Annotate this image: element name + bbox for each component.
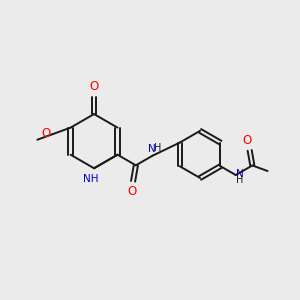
Text: N: N bbox=[148, 144, 156, 154]
Text: O: O bbox=[242, 134, 251, 147]
Text: N: N bbox=[236, 169, 244, 178]
Text: H: H bbox=[154, 143, 162, 153]
Text: NH: NH bbox=[83, 174, 98, 184]
Text: O: O bbox=[89, 80, 99, 94]
Text: H: H bbox=[236, 175, 244, 185]
Text: O: O bbox=[127, 185, 136, 198]
Text: O: O bbox=[41, 128, 51, 140]
